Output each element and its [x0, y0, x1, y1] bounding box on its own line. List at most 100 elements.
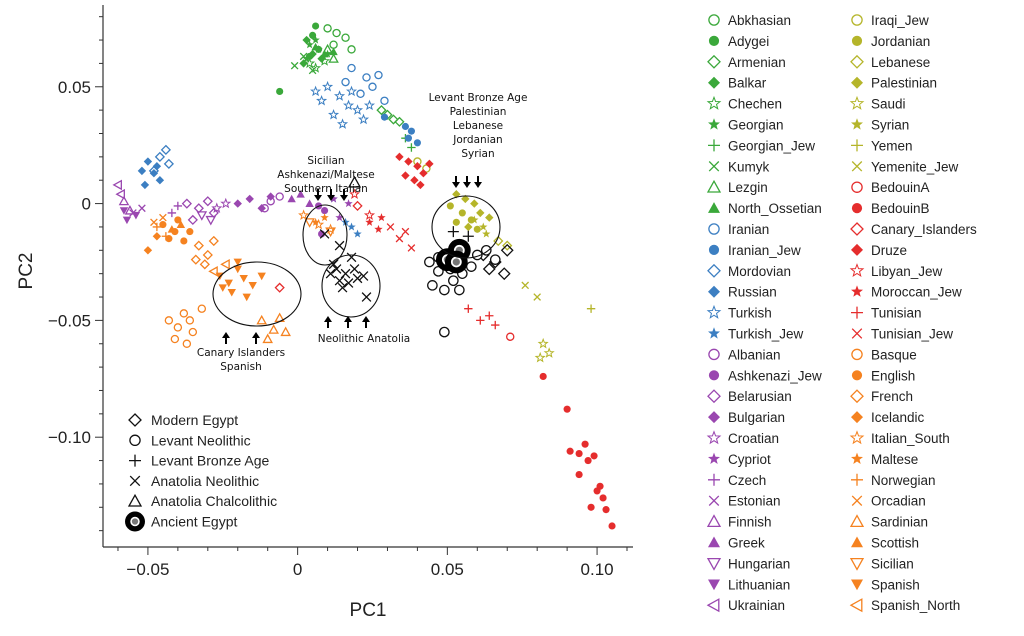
legend-label: Belarusian: [728, 389, 792, 404]
legend-item-basque: Basque: [851, 347, 917, 362]
inset-legend: Modern Egypt Levant Neolithic Levant Bronz…: [125, 412, 277, 532]
series-albanian: [260, 192, 284, 213]
data-point: [112, 179, 122, 191]
up-arrow-icon: [344, 316, 352, 328]
data-point: [334, 275, 345, 286]
inset-legend-label: Modern Egypt: [151, 412, 238, 428]
data-point: [599, 494, 607, 502]
legend-label: French: [871, 389, 913, 404]
data-point: [608, 522, 616, 530]
data-point: [155, 176, 165, 185]
legend-marker: [708, 495, 720, 506]
data-point: [575, 471, 583, 479]
legend-item-yemenite-jew: Yemenite_Jew: [851, 159, 959, 174]
annotation-label: Canary Islanders: [197, 347, 285, 359]
data-point: [353, 229, 362, 238]
data-point: [329, 47, 338, 56]
legend-label: Czech: [728, 473, 766, 488]
data-point: [220, 259, 230, 270]
data-point: [401, 171, 410, 180]
data-point: [323, 49, 332, 58]
series-levant-bronze-age: [447, 226, 474, 242]
legend-item-bulgarian: Bulgarian: [708, 410, 785, 425]
series-french: [190, 235, 219, 270]
annotation-label: Syrian: [461, 148, 494, 160]
series-basque: [164, 304, 207, 348]
data-point: [344, 199, 353, 208]
legend-marker: [708, 348, 720, 361]
data-point: [262, 333, 273, 344]
data-point: [275, 192, 284, 201]
data-point: [316, 94, 328, 106]
data-point: [287, 194, 296, 203]
legend-label: Ukrainian: [728, 598, 785, 613]
legend-marker: [706, 179, 722, 193]
legend-label: Icelandic: [871, 410, 925, 425]
data-point: [320, 49, 329, 58]
data-point: [308, 49, 317, 59]
data-point: [305, 199, 314, 207]
data-point: [180, 237, 188, 245]
data-point: [140, 180, 150, 190]
data-point: [534, 351, 546, 363]
data-point: [347, 175, 362, 188]
data-point: [160, 144, 172, 155]
data-point: [227, 288, 236, 297]
legend-marker: [707, 263, 721, 278]
legend-marker: [706, 304, 722, 319]
up-arrow-icon: [324, 316, 332, 328]
down-arrow-icon: [340, 189, 348, 201]
legend-marker: [127, 493, 143, 507]
legend-item-tunisian: Tunisian: [851, 306, 922, 321]
data-point: [464, 222, 473, 232]
series-scottish: [167, 220, 186, 233]
legend-item-orcadian: Orcadian: [851, 494, 926, 509]
legend-label: Adygei: [728, 34, 769, 49]
annotation-label: Jordanian: [452, 134, 502, 146]
data-point: [361, 292, 372, 302]
legend-item-balkar: Balkar: [708, 76, 767, 91]
legend-marker: [849, 263, 865, 278]
data-point: [464, 304, 473, 313]
legend-marker: [851, 285, 863, 297]
series-orcadian: [150, 213, 167, 227]
legend-label: Hungarian: [728, 556, 790, 571]
inset-legend-item-anatolia-neolithic: Anatolia Neolithic: [129, 473, 259, 489]
data-point: [489, 254, 501, 265]
data-point: [310, 85, 322, 97]
inset-legend-label: Anatolia Chalcolithic: [151, 493, 277, 509]
data-point: [176, 220, 186, 228]
data-point: [363, 209, 376, 220]
inset-legend-item-levant-neolithic: Levant Neolithic: [129, 432, 251, 448]
data-point: [208, 266, 218, 277]
data-point: [446, 202, 454, 210]
data-point: [356, 89, 365, 98]
legend-label: Finnish: [728, 515, 772, 530]
data-point: [181, 198, 192, 209]
series-jordanian: [446, 202, 481, 233]
legend-marker: [706, 598, 720, 613]
data-point: [596, 482, 604, 490]
legend-marker: [707, 389, 721, 404]
data-point: [500, 243, 514, 257]
data-point: [380, 113, 389, 121]
x-tick-label: 0.10: [581, 560, 614, 579]
legend-label: Sicilian: [871, 556, 914, 571]
data-point: [347, 45, 356, 54]
series-icelandic: [143, 232, 162, 255]
data-point: [152, 222, 162, 232]
data-point: [131, 211, 141, 220]
data-point: [566, 447, 574, 455]
legend-marker: [850, 54, 864, 69]
data-point: [470, 215, 479, 224]
legend-item-libyan-jew: Libyan_Jew: [849, 263, 943, 279]
legend-marker: [129, 454, 141, 467]
data-point: [602, 506, 610, 514]
legend-label: Bulgarian: [728, 410, 785, 425]
data-point: [319, 229, 330, 239]
data-point: [185, 316, 195, 325]
series-abkhasian: [323, 24, 356, 54]
data-point: [159, 213, 167, 222]
data-point: [304, 57, 316, 69]
legend-label: Turkish_Jew: [728, 327, 804, 342]
